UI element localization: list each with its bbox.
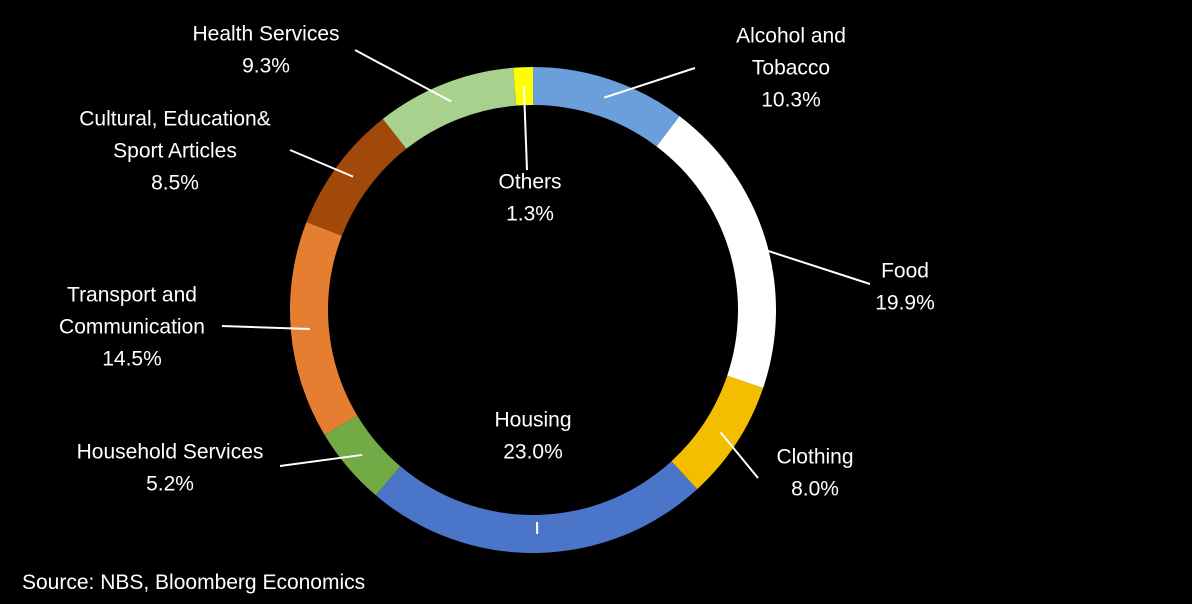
slice-label-line: Others: [498, 171, 561, 194]
leader-line-food: [746, 243, 871, 285]
slice-label-line: Food: [881, 260, 929, 283]
slice-label-line: Sport Articles: [113, 140, 237, 163]
leader-line-alcohol-and-tobacco: [603, 67, 696, 99]
slice-value: 14.5%: [102, 348, 162, 371]
label-alcohol-and-tobacco: Alcohol and Tobacco 10.3%: [736, 25, 846, 112]
slice-label-line: Household Services: [77, 441, 264, 464]
slice-label-line: Housing: [494, 409, 571, 432]
slice-label-line: Cultural, Education&: [79, 108, 270, 131]
label-cultural-education-sport-articles: Cultural, Education& Sport Articles 8.5%: [79, 108, 270, 195]
slice-household-services: [324, 415, 401, 496]
label-clothing: Clothing 8.0%: [776, 446, 853, 501]
slice-value: 1.3%: [506, 203, 554, 226]
slice-value: 23.0%: [503, 441, 563, 464]
label-others: Others 1.3%: [498, 171, 561, 226]
slice-cultural-education-sport-articles: [306, 118, 407, 236]
slices-group: [290, 67, 777, 553]
slice-label-line: Communication: [59, 316, 205, 339]
slice-label-line: Alcohol and: [736, 25, 846, 48]
label-food: Food 19.9%: [875, 260, 935, 315]
leader-lines-group: [221, 49, 871, 534]
slice-health-services: [382, 67, 517, 149]
slice-label-line: Transport and: [67, 284, 197, 307]
slice-housing: [375, 461, 698, 553]
source-note: Source: NBS, Bloomberg Economics: [22, 571, 365, 594]
slice-value: 8.5%: [151, 172, 199, 195]
slice-alcohol-and-tobacco: [533, 67, 680, 147]
slice-value: 5.2%: [146, 473, 194, 496]
slice-label-line: Tobacco: [752, 57, 830, 80]
label-household-services: Household Services 5.2%: [77, 441, 264, 496]
leader-line-transport-and-communication: [221, 325, 310, 330]
leader-line-clothing: [719, 431, 759, 479]
leader-line-cultural-education-sport-articles: [289, 149, 354, 178]
slice-food: [656, 116, 777, 388]
slice-transport-and-communication: [290, 221, 358, 436]
leader-line-others: [522, 86, 528, 171]
label-health-services: Health Services 9.3%: [192, 23, 339, 78]
labels-group: Alcohol and Tobacco 10.3% Food 19.9% Clothing…: [59, 23, 935, 501]
slice-value: 9.3%: [242, 55, 290, 78]
leader-line-health-services: [354, 49, 452, 103]
slice-label-line: Health Services: [192, 23, 339, 46]
label-transport-and-communication: Transport and Communication 14.5%: [59, 284, 205, 371]
slice-label-line: Clothing: [776, 446, 853, 469]
slice-value: 8.0%: [791, 478, 839, 501]
label-housing: Housing 23.0%: [494, 409, 571, 464]
slice-value: 19.9%: [875, 292, 935, 315]
slice-clothing: [671, 375, 764, 490]
leader-line-household-services: [279, 453, 363, 467]
slice-value: 10.3%: [761, 89, 821, 112]
